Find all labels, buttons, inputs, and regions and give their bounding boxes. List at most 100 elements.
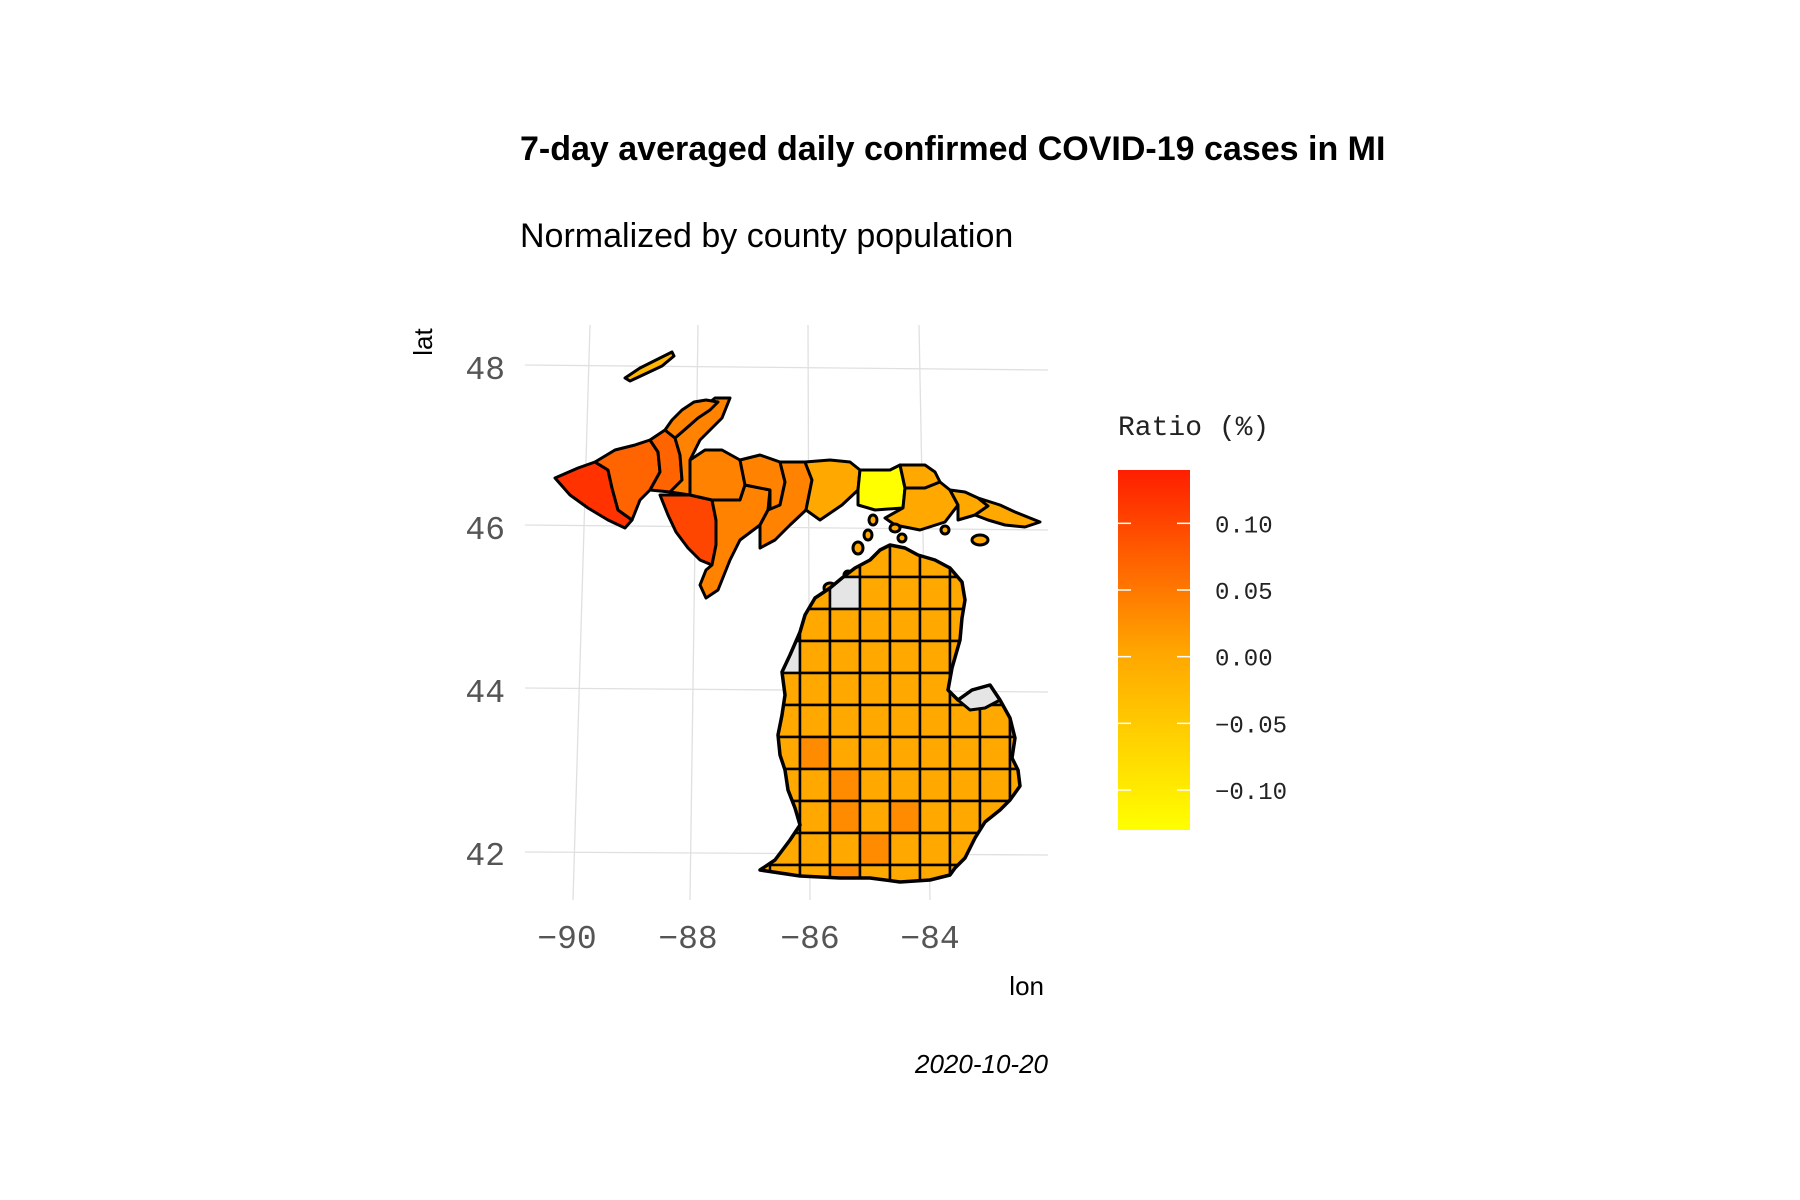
- lp-county-cell: [1070, 545, 1100, 577]
- lp-county-cell: [1070, 769, 1100, 801]
- x-tick-label: −88: [658, 921, 717, 958]
- x-axis-title: lon: [1009, 971, 1044, 1001]
- lp-county-cell: [978, 607, 1012, 643]
- lp-county-cell: [1040, 833, 1070, 865]
- lp-county-cell: [828, 607, 862, 643]
- lp-county-cell: [978, 575, 1012, 611]
- island-7: [896, 532, 908, 544]
- lp-county-cell: [918, 671, 952, 707]
- lp-county-cell: [828, 799, 862, 835]
- color-legend: Ratio (%) 0.10 0.05 0.00 −0.05 −0.10: [1118, 413, 1287, 830]
- lp-county-cell: [918, 735, 952, 771]
- lp-county-cell: [858, 735, 892, 771]
- lp-county-cell: [918, 831, 952, 867]
- y-axis-title: lat: [408, 327, 438, 355]
- lp-county-cell: [768, 735, 802, 771]
- lp-county-cell: [1070, 673, 1100, 705]
- schoolcraft-region: [856, 463, 907, 512]
- lp-county-cell: [1040, 769, 1070, 801]
- lp-county-cell: [918, 575, 952, 611]
- lp-county-cell: [948, 735, 982, 771]
- lp-county-cell: [1070, 641, 1100, 673]
- lp-county-cell: [1008, 863, 1020, 882]
- lp-county-cell: [858, 799, 892, 835]
- lp-county-cell: [1070, 705, 1100, 737]
- lp-county-cell: [1070, 737, 1100, 769]
- island-3: [867, 513, 879, 527]
- lp-county-cell: [798, 799, 832, 835]
- lp-county-cell: [1100, 865, 1130, 897]
- x-tick-label: −84: [900, 921, 959, 958]
- lp-county-cell: [1008, 639, 1020, 675]
- lp-county-cell: [1040, 865, 1070, 897]
- lp-county-cell: [1008, 607, 1020, 643]
- legend-tick-label: 0.05: [1215, 580, 1273, 607]
- lp-county-cell: [798, 671, 832, 707]
- lp-county-cell: [1040, 641, 1070, 673]
- lp-county-cell: [798, 767, 832, 803]
- up-central-2-region: [688, 448, 747, 502]
- island-8: [970, 533, 990, 547]
- lp-county-cell: [828, 671, 862, 707]
- lp-county-cell: [858, 639, 892, 675]
- lp-county-cell: [948, 607, 982, 643]
- island-2: [862, 528, 874, 542]
- lp-county-cell: [798, 863, 832, 882]
- lp-county-cell: [768, 703, 802, 739]
- lp-county-cell: [828, 639, 862, 675]
- lp-county-cell: [858, 767, 892, 803]
- lp-county-cell: [888, 575, 922, 611]
- lp-county-cell: [888, 639, 922, 675]
- lp-county-cell: [1070, 865, 1100, 897]
- y-tick-label: 46: [465, 512, 505, 549]
- lp-county-cell: [1040, 705, 1070, 737]
- lp-county-cell: [888, 671, 922, 707]
- lp-county-cell: [828, 703, 862, 739]
- lp-county-cell: [1040, 801, 1070, 833]
- lp-county-cell: [1008, 767, 1020, 803]
- lp-county-cell: [858, 575, 892, 611]
- lp-county-cell: [1008, 545, 1020, 579]
- lp-county-cell: [1070, 577, 1100, 609]
- lp-county-cell: [828, 575, 862, 611]
- lp-county-cell: [768, 863, 802, 882]
- legend-tick-label: −0.05: [1215, 713, 1287, 740]
- chart-subtitle: Normalized by county population: [520, 217, 1013, 255]
- lp-county-cell: [858, 671, 892, 707]
- lp-county-cell: [1070, 833, 1100, 865]
- lp-county-cell: [1070, 609, 1100, 641]
- lp-county-cell: [798, 735, 832, 771]
- lp-county-cell: [978, 735, 1012, 771]
- up-central-3-region: [698, 483, 772, 600]
- lp-county-cell: [828, 767, 862, 803]
- lp-county-cell: [1100, 833, 1130, 865]
- isle-royale-region: [623, 350, 676, 383]
- lp-county-cell: [1008, 799, 1020, 835]
- lp-county-cell: [1040, 545, 1070, 577]
- lp-county-cell: [798, 831, 832, 867]
- date-caption: 2020-10-20: [914, 1049, 1049, 1079]
- legend-colorbar: [1118, 470, 1190, 830]
- chart-title: 7-day averaged daily confirmed COVID-19 …: [520, 130, 1385, 168]
- lp-county-cell: [888, 831, 922, 867]
- lp-county-cell: [768, 575, 802, 611]
- legend-tick-label: 0.10: [1215, 513, 1273, 540]
- x-tick-label: −86: [780, 921, 839, 958]
- lp-county-cell: [798, 545, 832, 579]
- y-tick-label: 44: [465, 675, 505, 712]
- y-tick-label: 48: [465, 352, 505, 389]
- lp-county-cell: [798, 703, 832, 739]
- lp-county-cell: [978, 767, 1012, 803]
- up-east-region: [803, 458, 862, 522]
- lp-county-cell: [828, 863, 862, 882]
- legend-tick-label: −0.10: [1215, 780, 1287, 807]
- island-6: [888, 522, 902, 534]
- x-tick-label: −90: [537, 921, 596, 958]
- lower-peninsula-outline: [758, 543, 1022, 884]
- michigan-county-map: [553, 350, 1130, 897]
- up-east-3-region: [883, 480, 960, 532]
- lp-county-cell: [888, 703, 922, 739]
- island-1: [851, 540, 865, 556]
- lp-county-cell: [1008, 831, 1020, 867]
- lp-county-cell: [948, 799, 982, 835]
